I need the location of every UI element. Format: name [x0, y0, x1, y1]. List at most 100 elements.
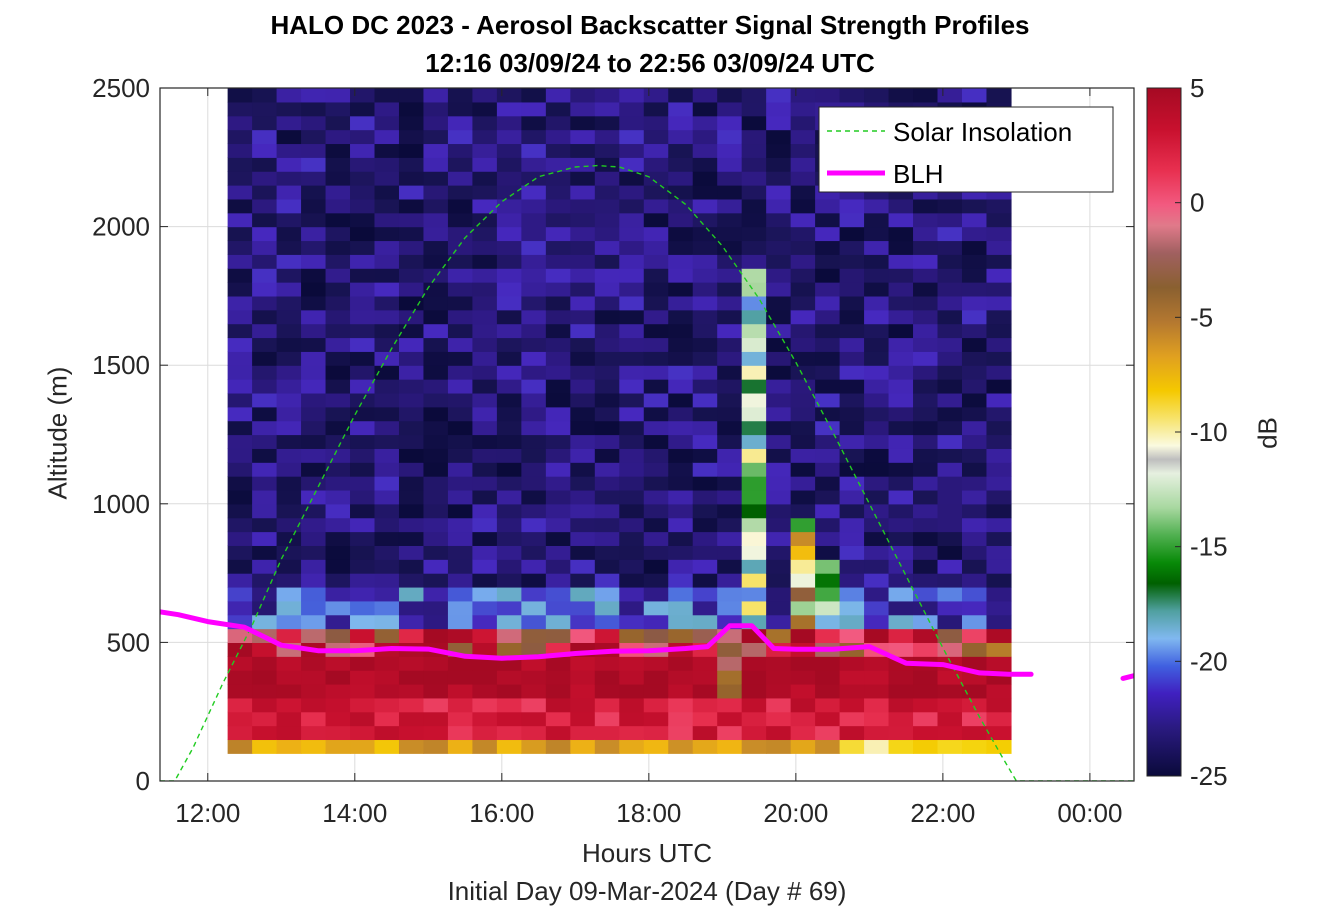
heatmap-cell — [301, 323, 327, 339]
heatmap-cell — [766, 559, 792, 574]
heatmap-cell — [668, 240, 694, 255]
heatmap-cell — [864, 309, 890, 325]
heatmap-cell — [766, 226, 792, 242]
heatmap-cell — [741, 697, 767, 713]
heatmap-cell — [227, 337, 253, 352]
heatmap-cell — [227, 88, 253, 103]
heatmap-cell — [766, 739, 792, 754]
heatmap-cell — [594, 115, 620, 131]
heatmap-cell — [741, 517, 767, 533]
heatmap-cell — [668, 600, 694, 616]
heatmap-cell — [937, 545, 963, 560]
heatmap-cell — [619, 628, 645, 643]
heatmap-cell — [350, 711, 376, 727]
heatmap-cell — [839, 531, 865, 546]
heatmap-cell — [790, 268, 816, 283]
heatmap-cell — [717, 88, 743, 103]
heatmap-cell — [398, 88, 425, 103]
heatmap-cell — [668, 517, 694, 533]
heatmap-cell — [864, 670, 890, 685]
heatmap-cell — [888, 379, 914, 394]
heatmap-cell — [961, 212, 988, 228]
heatmap-cell — [472, 406, 498, 422]
heatmap-cell — [986, 337, 1012, 352]
heatmap-cell — [545, 240, 571, 255]
heatmap-cell — [643, 600, 669, 616]
heatmap-cell — [227, 600, 253, 616]
heatmap-cell — [521, 462, 547, 477]
heatmap-cell — [521, 545, 547, 560]
heatmap-cell — [668, 739, 694, 754]
heatmap-cell — [692, 185, 718, 200]
heatmap-cell — [913, 392, 939, 408]
heatmap-cell — [815, 725, 841, 741]
heatmap-cell — [790, 697, 816, 713]
heatmap-cell — [937, 351, 963, 366]
heatmap-cell — [276, 101, 302, 117]
heatmap-cell — [570, 212, 596, 228]
heatmap-cell — [741, 157, 767, 172]
heatmap-cell — [423, 337, 449, 352]
heatmap-cell — [374, 171, 400, 186]
heatmap-cell — [570, 143, 596, 158]
heatmap-cell — [790, 212, 816, 228]
heatmap-cell — [619, 448, 645, 463]
heatmap-cell — [496, 254, 522, 269]
heatmap-cell — [815, 670, 841, 685]
heatmap-cell — [496, 323, 522, 339]
heatmap-cell — [545, 448, 571, 463]
heatmap-cell — [521, 254, 547, 269]
heatmap-cell — [252, 642, 278, 657]
heatmap-cell — [252, 115, 278, 131]
heatmap-cell — [741, 240, 767, 255]
heatmap-cell — [864, 379, 890, 394]
heatmap-cell — [913, 739, 939, 754]
heatmap-cell — [643, 101, 669, 117]
heatmap-cell — [692, 656, 718, 671]
heatmap-cell — [545, 531, 571, 546]
x-tick-label: 00:00 — [1057, 798, 1122, 828]
heatmap-cell — [423, 129, 449, 145]
heatmap-cell — [545, 115, 571, 131]
heatmap-cell — [692, 351, 718, 366]
heatmap-cell — [839, 559, 865, 574]
heatmap-cell — [668, 323, 694, 339]
heatmap-cell — [521, 101, 547, 117]
heatmap-cell — [864, 489, 890, 505]
heatmap-cell — [350, 586, 376, 602]
heatmap-cell — [692, 129, 718, 145]
heatmap-cell — [961, 365, 988, 380]
heatmap-cell — [961, 739, 988, 754]
heatmap-cell — [888, 628, 914, 643]
heatmap-cell — [864, 600, 890, 616]
heatmap-cell — [570, 268, 596, 283]
heatmap-cell — [374, 711, 400, 727]
heatmap-cell — [986, 309, 1012, 325]
heatmap-cell — [717, 462, 743, 477]
heatmap-cell — [301, 559, 327, 574]
heatmap-cell — [864, 198, 890, 214]
heatmap-cell — [692, 212, 718, 228]
heatmap-cell — [496, 642, 522, 657]
heatmap-cell — [986, 226, 1012, 242]
heatmap-cell — [839, 600, 865, 616]
heatmap-cell — [839, 476, 865, 491]
heatmap-cell — [301, 171, 327, 186]
heatmap-cell — [252, 337, 278, 352]
heatmap-cell — [374, 268, 400, 283]
heatmap-cell — [252, 212, 278, 228]
heatmap-cell — [741, 406, 767, 422]
heatmap-cell — [668, 476, 694, 491]
heatmap-cell — [913, 351, 939, 366]
heatmap-cell — [227, 531, 253, 546]
heatmap-cell — [521, 88, 547, 103]
heatmap-cell — [350, 476, 376, 491]
y-tick-label: 2000 — [92, 212, 150, 242]
heatmap-cell — [521, 573, 547, 588]
heatmap-cell — [986, 282, 1012, 297]
heatmap-cell — [937, 600, 963, 616]
heatmap-cell — [668, 379, 694, 394]
heatmap-cell — [790, 683, 816, 699]
heatmap-cell — [301, 157, 327, 172]
heatmap-cell — [961, 323, 988, 339]
